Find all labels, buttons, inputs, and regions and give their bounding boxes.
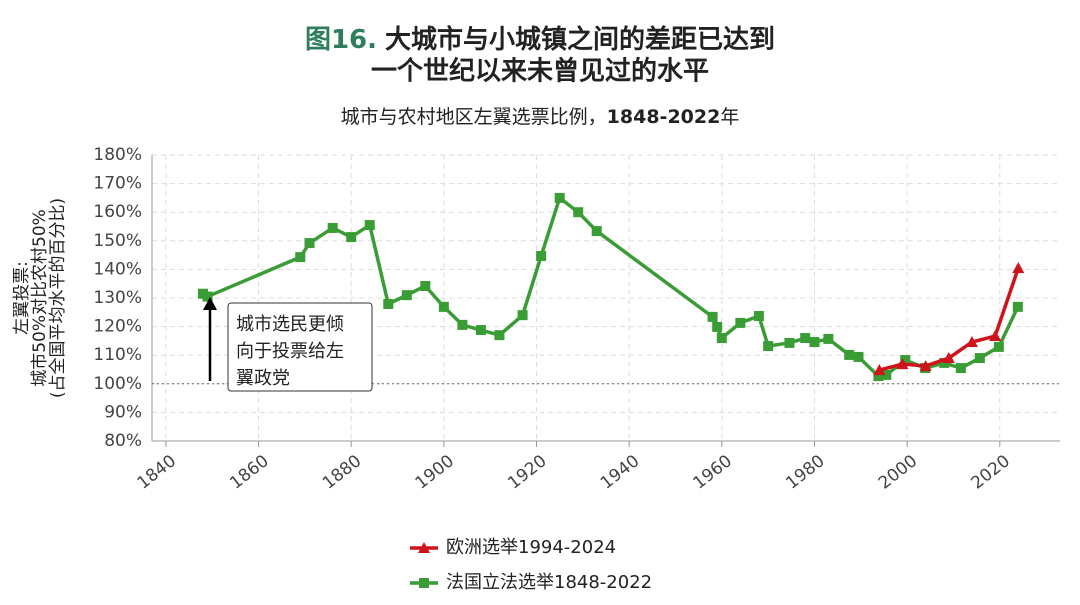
marker — [989, 330, 1002, 342]
y-tick-label: 80% — [104, 431, 142, 451]
marker — [536, 250, 547, 261]
legend-label: 法国立法选举1848-2022 — [446, 572, 652, 593]
marker — [295, 252, 306, 263]
marker — [809, 337, 820, 348]
marker — [1012, 301, 1023, 312]
marker — [475, 325, 486, 336]
x-tick-label: 1900 — [412, 451, 458, 493]
annotation-text: 翼政党 — [236, 368, 290, 389]
x-tick-label: 1860 — [226, 451, 272, 493]
marker — [202, 291, 213, 302]
y-axis-label: 左翼投票: 城市50%对比农村50% (占全国平均水平的百分比) — [12, 198, 68, 398]
marker — [517, 310, 528, 321]
y-label-line: 城市50%对比农村50% — [30, 209, 50, 387]
legend-symbol — [418, 542, 430, 553]
marker — [942, 352, 955, 364]
marker — [554, 192, 565, 203]
x-tick-label: 2000 — [875, 451, 921, 493]
marker — [896, 358, 909, 370]
marker — [457, 319, 468, 330]
subtitle-part: 城市与农村地区左翼选票比例， — [341, 106, 607, 128]
chart-subtitle: 城市与农村地区左翼选票比例，1848-2022年 — [341, 106, 740, 128]
y-tick-label: 120% — [93, 317, 142, 337]
marker — [844, 349, 855, 360]
y-tick-label: 100% — [93, 374, 142, 394]
x-tick-label: 2020 — [968, 451, 1014, 493]
title-line: 大城市与小城镇之间的差距已达到 — [385, 24, 775, 55]
y-tick-label: 140% — [93, 259, 142, 279]
y-label-line: (占全国平均水平的百分比) — [48, 198, 68, 398]
y-tick-label: 160% — [93, 202, 142, 222]
marker — [873, 364, 886, 376]
marker — [304, 238, 315, 249]
marker — [1012, 261, 1025, 273]
marker — [853, 351, 864, 362]
marker — [881, 369, 892, 380]
marker — [735, 317, 746, 328]
chart-title: 图16. 大城市与小城镇之间的差距已达到 — [305, 24, 775, 55]
marker — [763, 341, 774, 352]
x-tick-label: 1880 — [319, 451, 365, 493]
marker — [753, 311, 764, 322]
y-tick-label: 180% — [93, 145, 142, 165]
marker — [327, 222, 338, 233]
y-tick-label: 90% — [104, 402, 142, 422]
marker — [401, 290, 412, 301]
legend-label: 欧洲选举1994-2024 — [446, 537, 616, 558]
x-tick-label: 1940 — [597, 451, 643, 493]
marker — [438, 301, 449, 312]
marker — [965, 336, 978, 348]
x-tick-label: 1920 — [504, 451, 550, 493]
x-tick-label: 1960 — [690, 451, 736, 493]
annotation-text: 城市选民更倾 — [236, 314, 344, 335]
marker — [716, 333, 727, 344]
marker — [823, 333, 834, 344]
y-tick-label: 110% — [93, 345, 142, 365]
y-tick-label: 170% — [93, 174, 142, 194]
marker — [784, 337, 795, 348]
marker — [974, 353, 985, 364]
x-tick-label: 1980 — [782, 451, 828, 493]
marker — [573, 207, 584, 218]
annotation-text: 向于投票给左 — [236, 341, 344, 362]
subtitle-part: 1848-2022 — [607, 106, 721, 128]
figure-label: 图16. — [305, 25, 377, 55]
marker — [383, 299, 394, 310]
marker — [420, 280, 431, 291]
marker — [364, 220, 375, 231]
marker — [591, 226, 602, 237]
marker — [873, 371, 884, 382]
marker — [955, 363, 966, 374]
title-line: 一个世纪以来未曾见过的水平 — [371, 56, 709, 87]
marker — [919, 360, 932, 372]
y-label-line: 左翼投票: — [12, 261, 32, 335]
marker — [346, 232, 357, 243]
marker — [707, 311, 718, 322]
annotation-box — [227, 302, 373, 392]
y-tick-label: 130% — [93, 288, 142, 308]
subtitle-part: 年 — [720, 106, 739, 128]
marker — [712, 321, 723, 332]
marker — [900, 355, 911, 366]
annotation-arrowhead — [203, 297, 217, 310]
legend-symbol — [419, 578, 429, 588]
marker — [993, 341, 1004, 352]
legend-marker — [418, 542, 430, 553]
x-tick-label: 1840 — [134, 451, 180, 493]
marker — [494, 330, 505, 341]
legend-marker — [419, 578, 429, 588]
y-tick-label: 150% — [93, 231, 142, 251]
marker — [800, 333, 811, 344]
